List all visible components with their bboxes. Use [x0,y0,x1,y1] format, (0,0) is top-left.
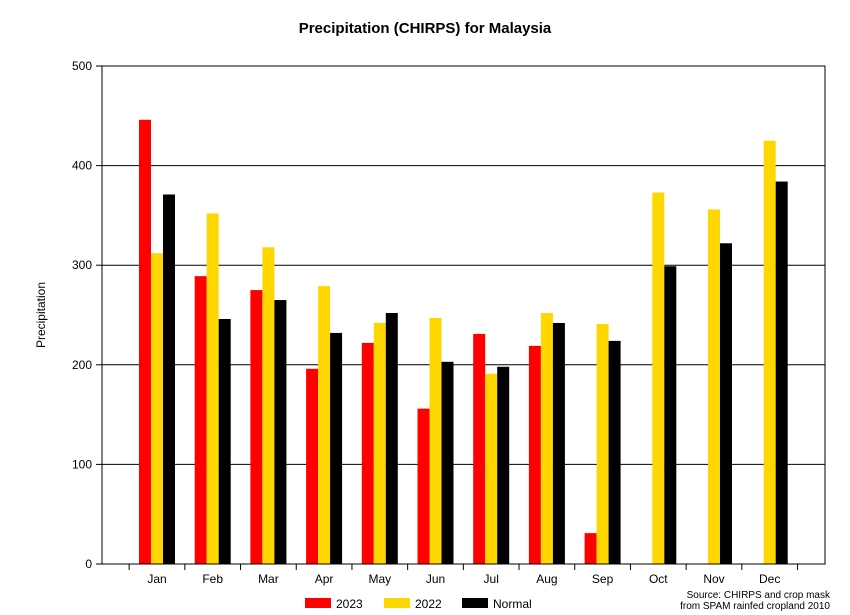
x-tick-label: Mar [258,572,279,586]
bar-2023-aug [528,345,541,564]
y-tick-label: 100 [72,457,92,471]
x-tick-label: Apr [315,572,334,586]
x-tick-label: May [368,572,391,586]
bar-2022-nov [708,209,720,564]
x-axis-ticks: Jan Feb Mar Apr May Jun Jul Aug Sep Oct Nov Dec [128,564,799,586]
x-tick-label: Sep [592,572,614,586]
legend-label-normal: Normal [493,597,532,611]
bar-2022-dec [763,140,776,564]
bar-2023-apr [306,368,319,564]
bar-2022-sep [596,323,609,564]
y-axis-label: Precipitation [34,282,48,348]
legend-swatch-normal [462,598,488,608]
legend-swatch-2023 [305,598,331,608]
y-tick-label: 300 [72,258,92,272]
bar-2022-apr [318,286,331,564]
bar-2023-mar [250,290,263,564]
bar-2022-jul [485,373,498,564]
y-tick-label: 0 [85,557,92,571]
bar-2023-feb [194,276,207,564]
y-tick-label: 500 [72,59,92,73]
bar-normal-oct [664,266,677,564]
bar-2023-may [361,342,374,564]
bar-normal-mar [274,300,287,564]
x-tick-label: Aug [536,572,557,586]
x-tick-label: Dec [759,572,780,586]
legend-label-2022: 2022 [415,597,442,611]
bar-normal-apr [330,332,343,564]
bar-2022-feb [206,213,219,564]
bar-2022-jan [151,253,163,565]
x-tick-label: Feb [202,572,223,586]
x-tick-label: Jan [147,572,166,586]
bar-2022-aug [540,313,553,564]
legend: 2023 2022 Normal [305,597,532,611]
bar-normal-dec [775,181,788,564]
bar-normal-aug [552,322,565,564]
bar-normal-sep [608,340,621,564]
bar-2022-jun [429,317,442,564]
bar-2023-jun [417,408,430,564]
bar-2022-mar [262,247,275,564]
source-line: Source: CHIRPS and crop mask [687,590,831,601]
y-axis-ticks: 0 100 200 300 400 500 [72,59,102,571]
bar-normal-jul [497,366,510,564]
bars [139,119,788,565]
chart-title: Precipitation (CHIRPS) for Malaysia [299,20,552,37]
bar-normal-nov [720,243,732,564]
bar-2023-jul [473,333,486,564]
bar-normal-jun [441,361,454,564]
x-tick-label: Oct [649,572,668,586]
y-tick-label: 400 [72,159,92,173]
bar-2023-jan [139,119,151,564]
bar-normal-feb [218,318,231,564]
bar-2023-sep [584,533,597,564]
legend-swatch-2022 [384,598,410,608]
bar-normal-may [385,313,398,564]
y-tick-label: 200 [72,358,92,372]
source-line: from SPAM rainfed cropland 2010 [680,601,830,612]
legend-label-2023: 2023 [336,597,363,611]
bar-2022-may [373,322,386,564]
x-tick-label: Jun [426,572,445,586]
x-tick-label: Nov [703,572,724,586]
x-tick-label: Jul [484,572,499,586]
bar-2022-oct [652,192,665,564]
bar-normal-jan [163,194,175,564]
